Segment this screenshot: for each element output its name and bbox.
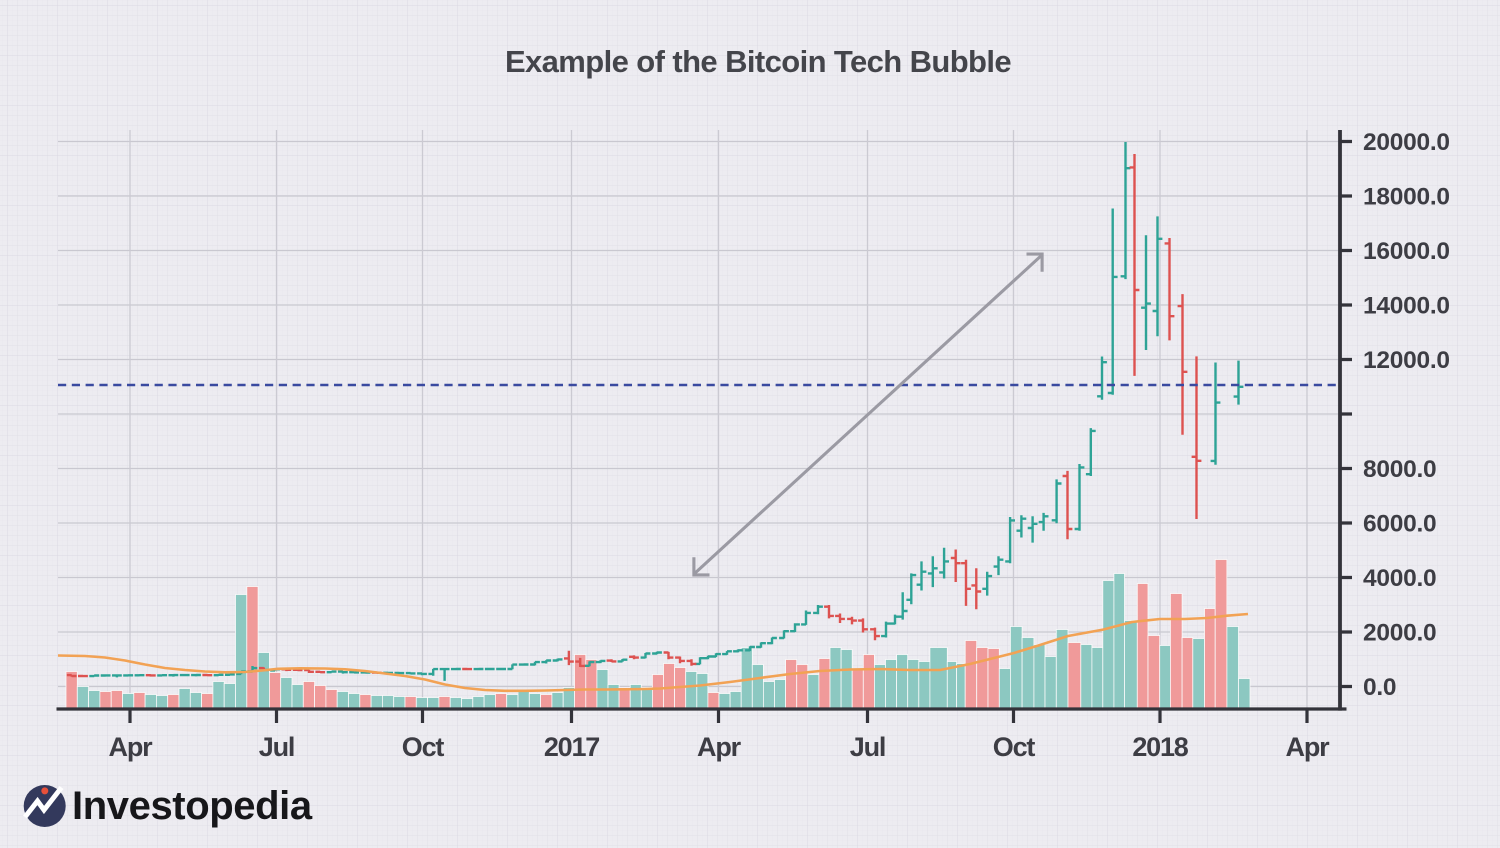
svg-text:16000.0: 16000.0 bbox=[1363, 238, 1450, 265]
svg-text:Jul: Jul bbox=[259, 732, 294, 762]
svg-text:2018: 2018 bbox=[1132, 732, 1188, 762]
svg-text:Example of the Bitcoin Tech Bu: Example of the Bitcoin Tech Bubble bbox=[505, 44, 1011, 79]
svg-text:20000.0: 20000.0 bbox=[1363, 129, 1450, 156]
svg-text:Jul: Jul bbox=[850, 732, 885, 762]
svg-text:Oct: Oct bbox=[993, 732, 1036, 762]
svg-text:14000.0: 14000.0 bbox=[1363, 293, 1450, 320]
svg-text:2017: 2017 bbox=[544, 732, 599, 762]
svg-text:8000.0: 8000.0 bbox=[1363, 456, 1436, 483]
svg-text:Apr: Apr bbox=[109, 732, 154, 762]
svg-text:12000.0: 12000.0 bbox=[1363, 347, 1450, 374]
svg-text:6000.0: 6000.0 bbox=[1363, 511, 1436, 538]
svg-text:Apr: Apr bbox=[697, 732, 742, 762]
svg-text:2000.0: 2000.0 bbox=[1363, 620, 1436, 647]
svg-text:4000.0: 4000.0 bbox=[1363, 565, 1436, 592]
svg-text:18000.0: 18000.0 bbox=[1363, 184, 1450, 211]
svg-text:0.0: 0.0 bbox=[1363, 674, 1396, 701]
svg-text:Apr: Apr bbox=[1286, 732, 1331, 762]
svg-text:Investopedia: Investopedia bbox=[72, 784, 313, 828]
svg-text:Oct: Oct bbox=[402, 732, 445, 762]
